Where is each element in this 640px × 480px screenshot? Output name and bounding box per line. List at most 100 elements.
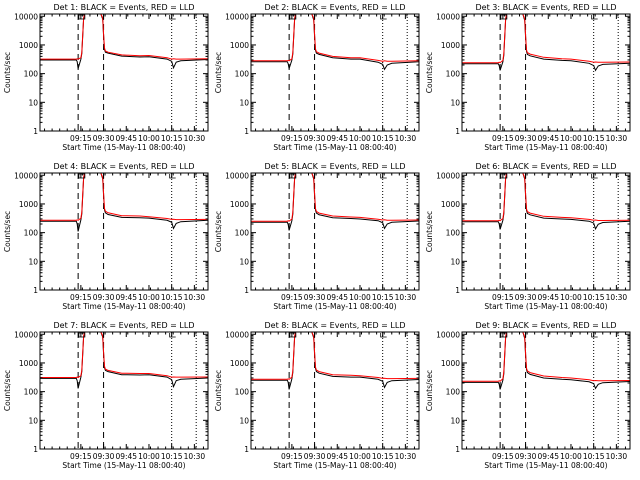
chart-panel-4: Det 4: BLACK = Events, RED = LLD 1 10 100 10… — [3, 162, 209, 311]
plot-area — [462, 332, 630, 449]
x-tick-label: 10:15 — [372, 293, 394, 302]
y-tick-label: 10000 — [436, 12, 460, 21]
y-tick-label: 10000 — [436, 330, 460, 339]
series-line-lld — [251, 173, 419, 222]
x-tick-label: 09:45 — [537, 134, 559, 143]
y-tick-label: 10 — [239, 98, 249, 107]
series-line-lld — [462, 332, 630, 382]
x-tick-label: 09:45 — [326, 452, 348, 461]
flag-box — [289, 332, 297, 338]
flag-box — [78, 14, 86, 20]
x-axis-label: Start Time (15-May-11 08:00:40) — [273, 143, 396, 152]
y-tick-label: 10000 — [14, 330, 38, 339]
chart-title: Det 1: BLACK = Events, RED = LLD — [54, 3, 195, 12]
y-tick-label: 1 — [244, 127, 249, 136]
y-tick-label: 10 — [450, 98, 460, 107]
x-axis-label: Start Time (15-May-11 08:00:40) — [62, 143, 185, 152]
series-line-events — [251, 173, 419, 231]
series-line-events — [251, 332, 419, 390]
y-tick-label: 1 — [455, 286, 460, 295]
chart-panel-8: Det 8: BLACK = Events, RED = LLD 1 10 100 10… — [214, 321, 420, 470]
y-tick-label: 1000 — [441, 200, 460, 209]
plot-frame — [39, 13, 209, 132]
y-tick-label: 10000 — [14, 12, 38, 21]
y-tick-label: 100 — [24, 388, 39, 397]
y-axis-label: Counts/sec — [3, 211, 12, 252]
x-tick-label: 10:15 — [583, 134, 605, 143]
plot-frame — [250, 172, 420, 291]
plot-frame — [461, 13, 631, 132]
y-tick-label: 1 — [455, 445, 460, 454]
x-tick-label: 10:30 — [184, 293, 206, 302]
flag-bracket — [380, 333, 387, 338]
x-tick-label: 10:15 — [583, 293, 605, 302]
y-tick-label: 1 — [455, 127, 460, 136]
x-tick-label: 10:15 — [161, 452, 183, 461]
x-tick-label: 10:00 — [349, 293, 371, 302]
x-tick-label: 10:30 — [395, 134, 417, 143]
y-tick-label: 10 — [28, 98, 38, 107]
x-axis-label: Start Time (15-May-11 08:00:40) — [273, 302, 396, 311]
y-tick-label: 1000 — [19, 200, 38, 209]
y-tick-label: 100 — [235, 388, 250, 397]
x-tick-label: 09:45 — [537, 452, 559, 461]
x-tick-label: 09:30 — [515, 452, 537, 461]
y-tick-label: 100 — [235, 229, 250, 238]
series-line-lld — [40, 173, 208, 221]
chart-panel-9: Det 9: BLACK = Events, RED = LLD 1 10 100 10… — [425, 321, 631, 470]
x-axis-label: Start Time (15-May-11 08:00:40) — [62, 461, 185, 470]
y-tick-label: 10000 — [436, 171, 460, 180]
series-line-events — [40, 14, 208, 70]
x-tick-label: 10:15 — [372, 452, 394, 461]
flag-bracket — [591, 333, 598, 338]
x-tick-label: 10:30 — [395, 452, 417, 461]
y-tick-label: 10000 — [225, 330, 249, 339]
x-tick-label: 10:00 — [138, 293, 160, 302]
x-tick-label: 10:00 — [560, 293, 582, 302]
plot-area — [40, 14, 208, 131]
series-line-events — [40, 173, 208, 232]
x-tick-label: 09:15 — [492, 134, 514, 143]
plot-frame — [39, 172, 209, 291]
x-tick-label: 09:30 — [304, 134, 326, 143]
y-tick-label: 100 — [446, 388, 461, 397]
x-tick-label: 09:45 — [326, 293, 348, 302]
x-tick-label: 09:15 — [281, 452, 303, 461]
series-line-lld — [40, 14, 208, 60]
y-axis-label: Counts/sec — [3, 52, 12, 93]
y-axis-label: Counts/sec — [214, 52, 223, 93]
chart-title: Det 4: BLACK = Events, RED = LLD — [54, 162, 195, 171]
flag-box — [500, 173, 508, 179]
x-tick-label: 09:30 — [515, 134, 537, 143]
y-tick-label: 1000 — [441, 359, 460, 368]
series-line-lld — [462, 14, 630, 64]
series-line-lld — [462, 173, 630, 222]
x-tick-label: 09:30 — [93, 452, 115, 461]
flag-bracket — [169, 174, 176, 179]
plot-area — [40, 173, 208, 290]
y-axis-label: Counts/sec — [3, 370, 12, 411]
y-axis-label: Counts/sec — [214, 211, 223, 252]
plot-frame — [39, 331, 209, 450]
series-line-lld — [251, 332, 419, 380]
x-axis-label: Start Time (15-May-11 08:00:40) — [273, 461, 396, 470]
y-axis-label: Counts/sec — [425, 370, 434, 411]
chart-title: Det 3: BLACK = Events, RED = LLD — [476, 3, 617, 12]
x-tick-label: 09:30 — [304, 452, 326, 461]
x-tick-label: 10:30 — [606, 293, 628, 302]
flag-bracket — [169, 15, 176, 20]
x-tick-label: 10:00 — [560, 452, 582, 461]
x-tick-label: 09:15 — [281, 134, 303, 143]
chart-title: Det 9: BLACK = Events, RED = LLD — [476, 321, 617, 330]
flag-bracket — [169, 333, 176, 338]
x-axis-label: Start Time (15-May-11 08:00:40) — [484, 143, 607, 152]
plot-area — [251, 173, 419, 290]
plot-area — [40, 332, 208, 449]
x-tick-label: 09:45 — [326, 134, 348, 143]
x-tick-label: 10:15 — [161, 134, 183, 143]
y-tick-label: 1000 — [230, 41, 249, 50]
x-tick-label: 09:15 — [70, 134, 92, 143]
flag-box — [500, 332, 508, 338]
